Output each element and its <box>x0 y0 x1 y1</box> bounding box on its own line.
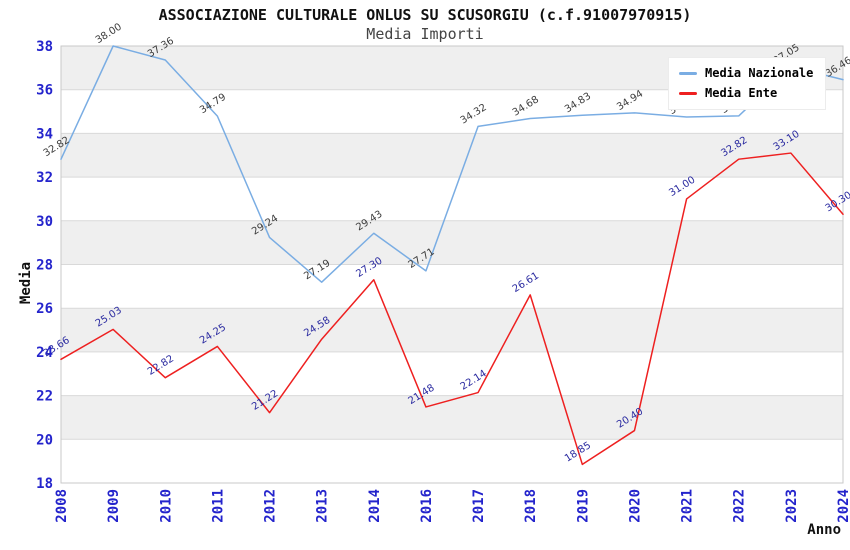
nazionale-point-label: 34.94 <box>615 88 645 113</box>
y-axis-title: Media <box>18 262 34 304</box>
y-tick-label: 32 <box>36 170 53 186</box>
legend-item-media-nazionale: Media Nazionale <box>679 63 813 83</box>
y-tick-label: 30 <box>36 214 53 230</box>
x-tick-label: 2021 <box>680 489 696 523</box>
y-tick-label: 20 <box>36 432 53 448</box>
chart-title: ASSOCIAZIONE CULTURALE ONLUS SU SCUSORGI… <box>158 6 692 24</box>
plot-band <box>61 395 843 440</box>
y-tick-label: 38 <box>36 39 53 55</box>
legend-label-media-ente: Media Ente <box>705 86 778 100</box>
x-tick-label: 2011 <box>210 489 226 523</box>
x-tick-label: 2019 <box>575 489 591 523</box>
plot-band <box>61 308 843 352</box>
x-tick-label: 2010 <box>158 489 174 523</box>
nazionale-point-label: 34.68 <box>511 94 541 119</box>
x-tick-label: 2014 <box>367 489 383 523</box>
nazionale-point-label: 34.79 <box>198 92 228 117</box>
y-tick-label: 24 <box>36 345 53 361</box>
plot-band <box>61 220 843 265</box>
x-tick-label: 2024 <box>836 489 850 523</box>
ente-point-label: 31.00 <box>667 175 697 200</box>
x-tick-label: 2008 <box>54 489 70 523</box>
y-tick-label: 28 <box>36 258 53 274</box>
legend-item-media-ente: Media Ente <box>679 83 813 103</box>
x-tick-label: 2023 <box>784 489 800 523</box>
nazionale-point-label: 34.83 <box>563 91 593 116</box>
x-axis-title: Anno <box>807 522 841 538</box>
y-tick-label: 34 <box>36 126 53 142</box>
ente-point-label: 26.61 <box>511 270 541 295</box>
y-tick-label: 26 <box>36 301 53 317</box>
media-ente-line <box>60 152 844 466</box>
y-tick-label: 36 <box>36 83 53 99</box>
x-tick-label: 2009 <box>106 489 122 523</box>
x-tick-label: 2022 <box>732 489 748 523</box>
legend: Media Nazionale Media Ente <box>668 57 827 110</box>
red-line-swatch-icon <box>679 91 697 95</box>
nazionale-point-label: 34.32 <box>459 102 489 127</box>
plot-band <box>61 133 843 178</box>
chart-subtitle: Media Importi <box>366 25 484 43</box>
x-tick-label: 2012 <box>263 489 279 523</box>
x-tick-label: 2016 <box>419 489 435 523</box>
plot-border <box>60 45 844 484</box>
x-tick-label: 2013 <box>315 489 331 523</box>
y-tick-label: 22 <box>36 389 53 405</box>
x-tick-label: 2020 <box>627 489 643 523</box>
x-tick-label: 2017 <box>471 489 487 523</box>
nazionale-point-label: 38.00 <box>94 22 124 47</box>
legend-label-media-nazionale: Media Nazionale <box>705 66 814 80</box>
x-tick-label: 2018 <box>523 489 539 523</box>
blue-line-swatch-icon <box>679 71 697 75</box>
media-nazionale-line <box>60 45 844 283</box>
y-tick-label: 18 <box>36 476 53 492</box>
ente-point-label: 30.30 <box>824 190 850 215</box>
